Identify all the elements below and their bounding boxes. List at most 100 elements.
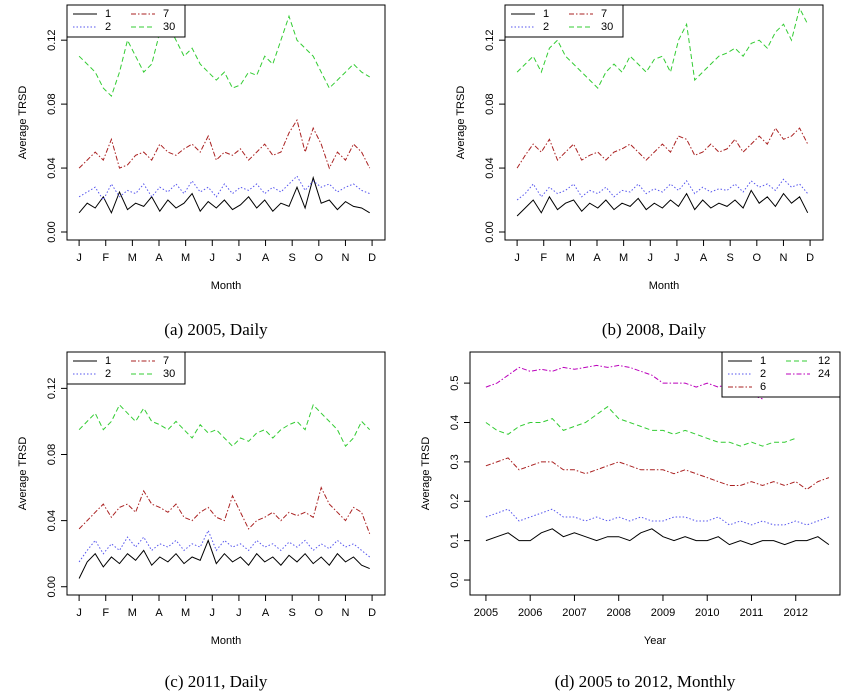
x-tick-label: M [128,607,137,619]
x-tick-label: A [155,252,163,264]
caption: (a) 2005, Daily [164,320,268,339]
y-tick-label: 0.12 [46,29,58,50]
x-tick-label: J [236,607,242,619]
panel: 0.00 0.04 0.08 0.12 J F M A M J J A S O N D Month Average… [455,4,824,339]
x-tick-label: S [289,607,296,619]
panel: 0.00 0.04 0.08 0.12 J F M A M J J A S O N D Month Average… [17,4,386,339]
legend-label: 30 [163,21,175,33]
y-axis-label: Average TRSD [420,437,432,511]
x-tick-label: 2009 [651,607,675,619]
x-tick-label: M [181,607,190,619]
x-axis-label: Month [211,635,242,647]
y-tick-label: 0.04 [46,510,58,531]
series-line [516,189,809,217]
series-line [485,508,830,526]
x-tick-label: A [593,252,601,264]
y-axis-label: Average TRSD [17,86,29,160]
legend-label: 6 [760,381,766,393]
x-tick-label: M [566,252,575,264]
y-tick-label: 0.00 [484,221,496,242]
x-tick-label: J [648,252,654,264]
plot-frame [66,351,386,596]
y-tick-label: 0.04 [46,157,58,178]
legend-label: 7 [163,355,169,367]
panel: 0.00 0.04 0.08 0.12 J F M A M J J A S O N D Month Average… [17,351,386,691]
series-line [78,118,371,170]
legend-label: 2 [105,368,111,380]
caption: (b) 2008, Daily [602,320,707,339]
y-tick-label: 0.5 [449,375,461,390]
series-line [78,486,371,534]
series-line [516,178,809,201]
x-tick-label: J [236,252,242,264]
series-line [78,538,370,579]
x-tick-label: J [76,252,82,264]
x-tick-label: A [262,607,270,619]
caption: (c) 2011, Daily [165,672,268,691]
x-tick-label: J [76,607,82,619]
series-line [78,14,370,98]
legend-label: 30 [601,21,613,33]
x-tick-label: F [102,252,109,264]
series-line [78,529,371,563]
y-tick-label: 0.1 [449,533,461,548]
x-tick-label: 2008 [606,607,630,619]
y-axis-label: Average TRSD [17,437,29,511]
y-tick-label: 0.12 [46,378,58,399]
x-tick-label: M [619,252,628,264]
y-axis-label: Average TRSD [455,86,467,160]
y-tick-label: 0.12 [484,29,496,50]
x-tick-label: D [368,252,376,264]
x-tick-label: N [341,252,349,264]
x-tick-label: M [181,252,190,264]
x-tick-label: D [806,252,814,264]
x-tick-label: S [727,252,734,264]
x-tick-label: N [779,252,787,264]
x-tick-label: 2007 [562,607,586,619]
legend-label: 7 [601,8,607,20]
x-tick-label: N [341,607,349,619]
series-line [485,457,830,491]
x-tick-label: O [315,252,324,264]
legend-label: 12 [818,355,830,367]
series-line [485,406,796,447]
caption: (d) 2005 to 2012, Monthly [555,672,736,691]
x-tick-label: J [210,607,216,619]
series-line [78,403,371,448]
x-tick-label: S [289,252,296,264]
x-tick-label: A [155,607,163,619]
x-tick-label: J [514,252,520,264]
legend-label: 1 [105,8,111,20]
legend-label: 2 [760,368,766,380]
legend-label: 1 [760,355,766,367]
legend-box [721,351,841,398]
legend-box [66,351,186,385]
legend-box [504,4,624,38]
series-line [485,364,763,400]
legend-label: 1 [105,355,111,367]
x-tick-label: O [753,252,762,264]
legend-box [66,4,186,38]
y-tick-label: 0.08 [46,93,58,114]
legend-label: 2 [105,21,111,33]
x-tick-label: 2012 [783,607,807,619]
x-tick-label: A [700,252,708,264]
legend-label: 7 [163,8,169,20]
series-line [485,528,830,546]
series-line [78,175,370,215]
x-tick-label: F [540,252,547,264]
x-tick-label: 2011 [740,607,764,619]
x-tick-label: 2006 [518,607,542,619]
y-tick-label: 0.4 [449,415,461,430]
y-tick-label: 0.04 [484,157,496,178]
series-line [516,6,809,89]
x-axis-label: Month [211,280,242,292]
legend-label: 30 [163,368,175,380]
x-tick-label: J [210,252,216,264]
x-tick-label: F [102,607,109,619]
legend-label: 24 [818,368,830,380]
plot-frame [66,4,386,241]
x-tick-label: 2010 [695,607,719,619]
y-tick-label: 0.00 [46,576,58,597]
